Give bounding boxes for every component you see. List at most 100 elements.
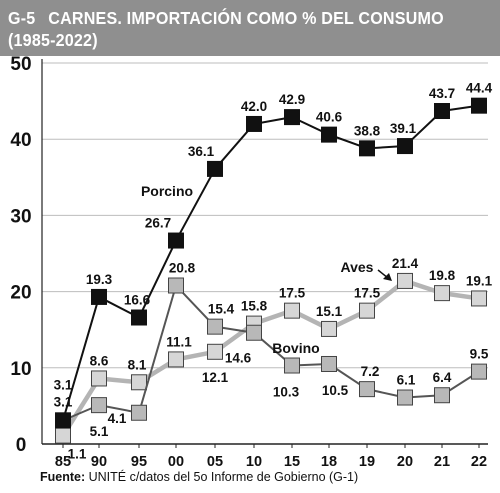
data-label: 6.4 bbox=[433, 370, 452, 385]
data-label: 19.1 bbox=[466, 273, 493, 288]
source-label: Fuente: bbox=[40, 470, 86, 484]
x-tick-label: 95 bbox=[131, 454, 147, 470]
data-point-marker bbox=[131, 374, 147, 391]
data-point-marker bbox=[207, 318, 223, 335]
data-label: 43.7 bbox=[429, 86, 455, 101]
data-point-marker bbox=[321, 126, 337, 143]
series-label: Aves bbox=[341, 259, 374, 275]
data-point-marker bbox=[168, 232, 184, 249]
data-point-marker bbox=[359, 302, 375, 319]
x-tick-label: 05 bbox=[207, 454, 223, 470]
data-label: 17.5 bbox=[279, 286, 306, 301]
data-point-marker bbox=[321, 355, 337, 372]
data-point-marker bbox=[359, 140, 375, 157]
x-tick-label: 00 bbox=[168, 454, 184, 470]
data-point-marker bbox=[91, 370, 107, 387]
data-label: 26.7 bbox=[145, 216, 171, 231]
data-label: 19.8 bbox=[429, 268, 456, 283]
data-label: 3.1 bbox=[54, 394, 73, 409]
data-point-marker bbox=[91, 288, 107, 305]
data-point-marker bbox=[359, 381, 375, 398]
data-point-marker bbox=[397, 272, 413, 289]
data-point-marker bbox=[168, 277, 184, 294]
data-label: 40.6 bbox=[316, 110, 343, 125]
x-tick-label: 21 bbox=[434, 454, 450, 470]
source-note: Fuente: UNITÉ c/datos del 5o Informe de … bbox=[40, 470, 358, 484]
data-label: 42.9 bbox=[279, 92, 305, 107]
y-tick-label: 40 bbox=[10, 130, 31, 151]
data-point-marker bbox=[246, 324, 262, 341]
data-point-marker bbox=[434, 285, 450, 302]
x-tick-label: 90 bbox=[91, 454, 107, 470]
x-tick-label: 22 bbox=[471, 454, 487, 470]
data-label: 17.5 bbox=[354, 286, 381, 301]
data-point-marker bbox=[397, 389, 413, 406]
data-point-marker bbox=[321, 320, 337, 337]
data-label: 14.6 bbox=[225, 351, 252, 366]
data-point-marker bbox=[168, 351, 184, 368]
data-label: 7.2 bbox=[361, 364, 380, 379]
data-label: 10.3 bbox=[273, 385, 300, 400]
data-label: 3.1 bbox=[54, 377, 73, 392]
y-tick-label: 0 bbox=[16, 435, 27, 456]
data-label: 10.5 bbox=[322, 383, 349, 398]
x-tick-label: 19 bbox=[359, 454, 375, 470]
data-point-marker bbox=[471, 290, 487, 307]
data-label: 44.4 bbox=[466, 81, 493, 96]
series-label: Bovino bbox=[272, 340, 319, 356]
data-label: 9.5 bbox=[470, 347, 489, 362]
data-label: 8.1 bbox=[128, 357, 147, 372]
source-text: UNITÉ c/datos del 5o Informe de Gobierno… bbox=[85, 470, 359, 484]
x-tick-label: 10 bbox=[246, 454, 262, 470]
chart-title: CARNES. IMPORTACIÓN COMO % DEL CONSUMO bbox=[48, 8, 444, 28]
data-label: 6.1 bbox=[397, 373, 416, 388]
y-tick-label: 50 bbox=[10, 54, 31, 75]
data-point-marker bbox=[131, 404, 147, 421]
y-tick-label: 10 bbox=[10, 359, 31, 380]
x-tick-label: 15 bbox=[284, 454, 300, 470]
data-point-marker bbox=[55, 412, 71, 429]
data-point-marker bbox=[284, 109, 300, 126]
data-point-marker bbox=[397, 138, 413, 155]
x-tick-label: 20 bbox=[397, 454, 413, 470]
data-label: 1.1 bbox=[68, 447, 87, 462]
data-label: 38.8 bbox=[354, 123, 381, 138]
data-label: 4.1 bbox=[108, 411, 127, 426]
data-label: 5.1 bbox=[90, 424, 109, 439]
data-label: 12.1 bbox=[202, 370, 229, 385]
annotation-arrowhead bbox=[383, 273, 392, 281]
data-point-marker bbox=[284, 302, 300, 319]
chart-subtitle: (1985-2022) bbox=[8, 30, 98, 50]
series-label: Porcino bbox=[141, 183, 193, 199]
data-label: 8.6 bbox=[90, 353, 109, 368]
data-point-marker bbox=[434, 103, 450, 120]
y-tick-label: 20 bbox=[10, 283, 31, 304]
data-label: 39.1 bbox=[390, 121, 417, 136]
data-point-marker bbox=[284, 357, 300, 374]
data-point-marker bbox=[471, 97, 487, 114]
data-point-marker bbox=[434, 387, 450, 404]
data-label: 15.1 bbox=[316, 304, 343, 319]
data-label: 36.1 bbox=[188, 144, 215, 159]
chart-title-line: G-5 CARNES. IMPORTACIÓN COMO % DEL CONSUM… bbox=[8, 7, 461, 29]
data-label: 42.0 bbox=[241, 99, 267, 114]
x-tick-label: 18 bbox=[321, 454, 337, 470]
data-point-marker bbox=[207, 343, 223, 360]
data-label: 20.8 bbox=[169, 261, 196, 276]
data-point-marker bbox=[91, 397, 107, 414]
data-label: 11.1 bbox=[166, 334, 192, 349]
data-point-marker bbox=[55, 427, 71, 444]
chart-header: G-5 CARNES. IMPORTACIÓN COMO % DEL CONSUM… bbox=[0, 0, 500, 56]
data-point-marker bbox=[207, 160, 223, 177]
data-label: 15.4 bbox=[208, 302, 235, 317]
data-label: 15.8 bbox=[241, 299, 268, 314]
chart-code: G-5 bbox=[8, 8, 36, 28]
data-label: 21.4 bbox=[392, 256, 419, 271]
data-point-marker bbox=[131, 309, 147, 326]
data-point-marker bbox=[471, 363, 487, 380]
data-point-marker bbox=[246, 115, 262, 132]
x-tick-label: 85 bbox=[55, 454, 71, 470]
line-chart: 0 10 20 30 40 50 85 90 95 00 05 10 15 18 19 20 21 22 1.1 8.… bbox=[10, 54, 493, 470]
data-label: 16.6 bbox=[124, 293, 151, 308]
y-tick-label: 30 bbox=[10, 206, 31, 227]
